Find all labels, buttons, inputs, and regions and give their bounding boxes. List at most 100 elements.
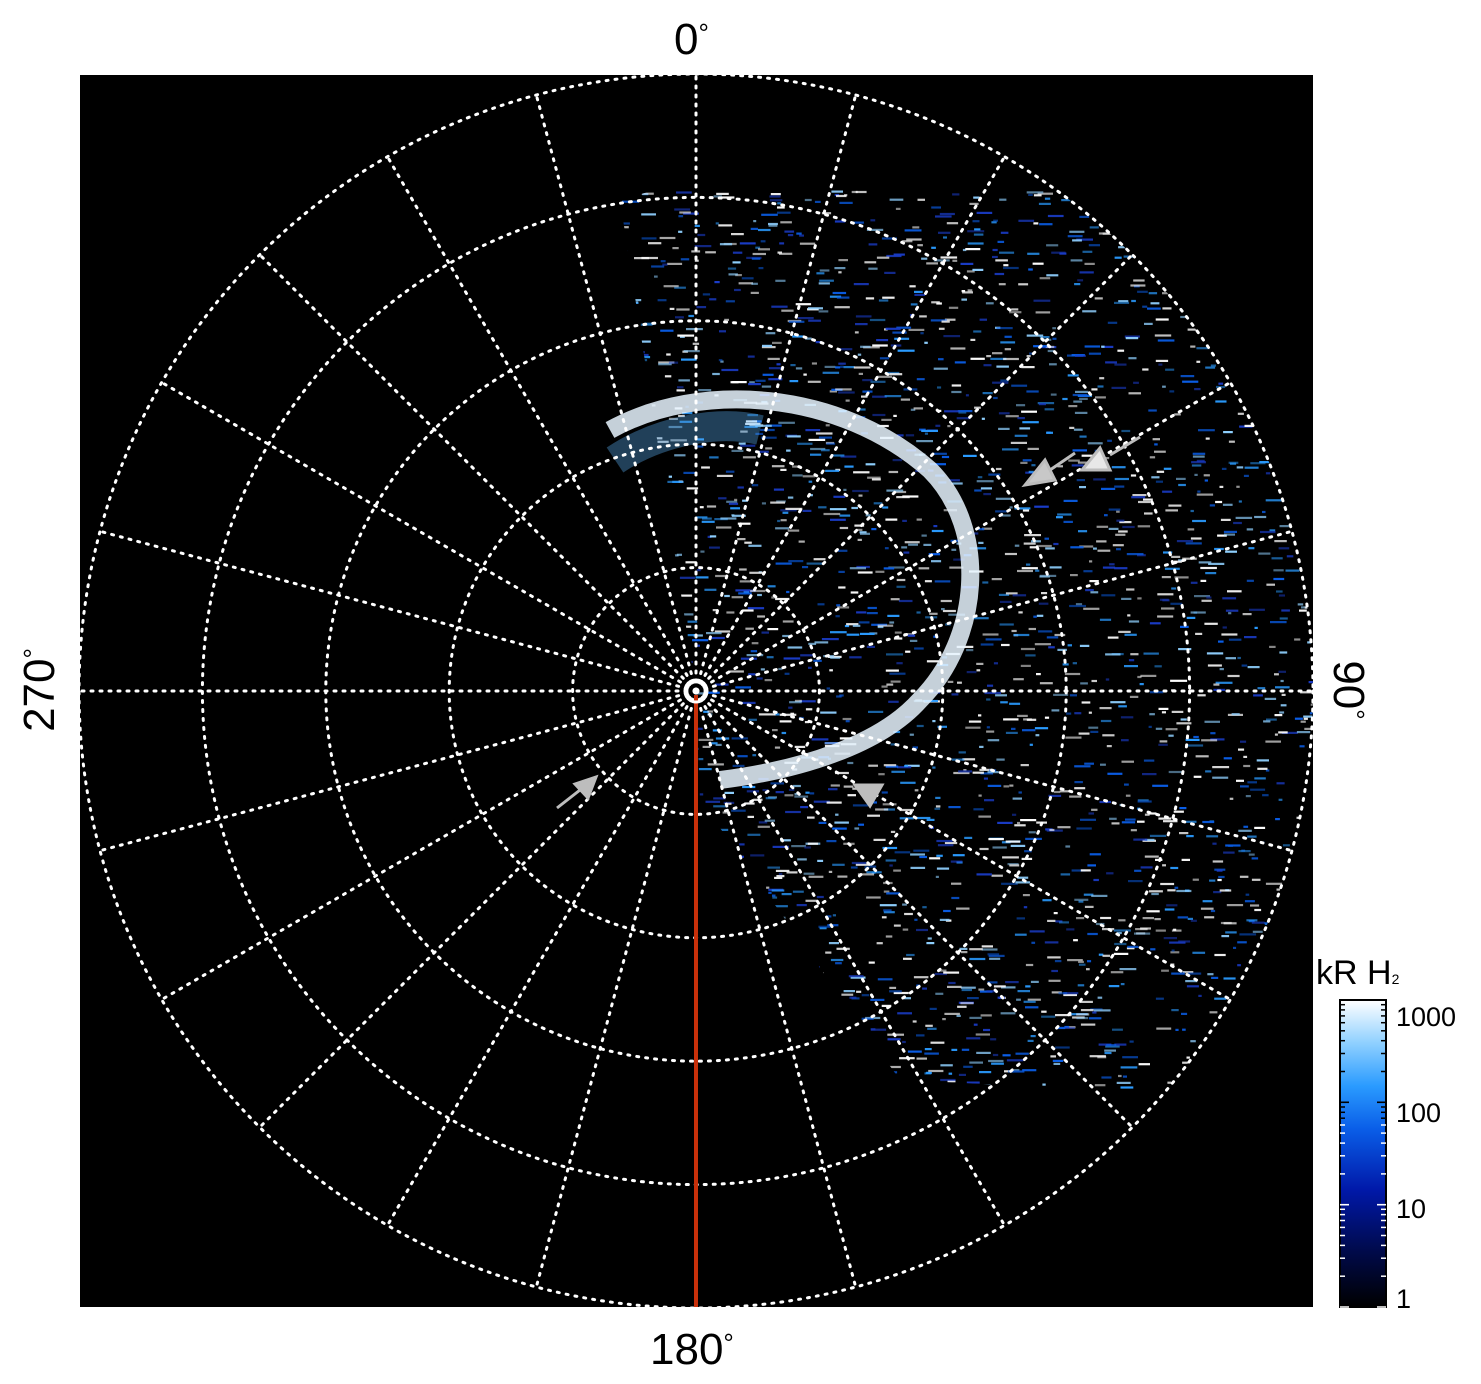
emission-speck	[1285, 569, 1300, 572]
emission-speck	[976, 669, 981, 672]
emission-speck	[1154, 334, 1172, 337]
emission-speck	[980, 487, 992, 490]
emission-speck	[1209, 1011, 1218, 1014]
emission-speck	[855, 863, 873, 866]
emission-speck	[943, 909, 951, 913]
emission-speck	[869, 865, 877, 868]
emission-speck	[980, 643, 994, 646]
emission-speck	[1275, 818, 1280, 821]
emission-speck	[750, 854, 765, 857]
emission-speck	[765, 797, 776, 800]
emission-speck	[876, 339, 889, 342]
emission-speck	[1202, 900, 1213, 903]
emission-speck	[993, 985, 1006, 988]
emission-speck	[1237, 656, 1241, 660]
emission-speck	[1216, 869, 1223, 872]
emission-speck	[764, 819, 775, 822]
emission-speck	[978, 794, 982, 797]
emission-speck	[902, 1040, 906, 1044]
emission-speck	[944, 410, 959, 413]
emission-speck	[761, 631, 769, 634]
emission-speck	[1187, 528, 1195, 531]
emission-speck	[1087, 442, 1103, 445]
emission-speck	[1254, 626, 1258, 629]
emission-speck	[867, 606, 877, 610]
emission-speck	[1129, 695, 1139, 698]
emission-speck	[1155, 480, 1163, 483]
emission-speck	[969, 957, 986, 961]
emission-speck	[744, 802, 755, 805]
emission-speck	[1111, 386, 1127, 389]
emission-speck	[891, 770, 905, 773]
emission-speck	[1269, 645, 1276, 648]
emission-speck	[1269, 529, 1276, 532]
emission-speck	[1128, 357, 1137, 360]
emission-speck	[1304, 727, 1313, 730]
emission-speck	[965, 726, 981, 729]
emission-speck	[904, 912, 913, 916]
emission-speck	[742, 499, 748, 502]
emission-speck	[826, 915, 832, 918]
emission-speck	[852, 624, 861, 627]
emission-speck	[992, 381, 1009, 384]
emission-speck	[910, 303, 918, 306]
emission-speck	[1069, 426, 1075, 429]
emission-speck	[896, 662, 903, 665]
emission-speck	[696, 692, 705, 695]
emission-speck	[908, 543, 918, 546]
emission-speck	[844, 465, 854, 468]
emission-speck	[1278, 670, 1286, 673]
emission-speck	[1274, 540, 1287, 543]
emission-speck	[1155, 929, 1166, 932]
grid-spoke	[534, 93, 698, 693]
emission-speck	[1041, 1010, 1047, 1013]
emission-speck	[747, 414, 758, 417]
emission-speck	[739, 568, 747, 571]
grid-spoke	[534, 689, 698, 1289]
emission-speck	[1108, 527, 1119, 530]
emission-speck	[854, 524, 865, 527]
emission-speck	[1176, 477, 1186, 480]
emission-speck	[987, 784, 1002, 787]
emission-speck	[904, 764, 920, 767]
emission-speck	[772, 894, 776, 897]
emission-speck	[679, 576, 696, 579]
emission-speck	[1098, 953, 1104, 956]
emission-speck	[1030, 980, 1039, 983]
emission-speck	[1083, 893, 1094, 896]
emission-speck	[932, 766, 936, 769]
emission-speck	[1089, 1055, 1106, 1058]
emission-speck	[1114, 485, 1125, 488]
emission-speck	[1112, 1028, 1123, 1031]
emission-speck	[855, 315, 872, 318]
grid-spoke	[386, 689, 698, 1227]
emission-speck	[758, 248, 770, 251]
emission-speck	[1236, 466, 1244, 469]
emission-speck	[712, 372, 720, 376]
emission-speck	[1124, 633, 1137, 636]
emission-speck	[775, 791, 784, 794]
emission-speck	[1185, 542, 1202, 545]
emission-speck	[926, 262, 938, 265]
emission-speck	[1069, 604, 1086, 608]
emission-speck	[956, 907, 970, 910]
emission-speck	[1183, 820, 1197, 823]
emission-speck	[786, 590, 790, 594]
grid-spoke	[694, 93, 858, 693]
emission-speck	[1041, 592, 1048, 595]
emission-speck	[1176, 889, 1192, 893]
emission-speck	[1026, 334, 1044, 337]
emission-speck	[986, 726, 990, 729]
emission-speck	[1051, 969, 1058, 973]
main-oval-arc	[605, 390, 980, 789]
emission-speck	[953, 558, 965, 561]
emission-speck	[668, 361, 679, 364]
emission-speck	[940, 599, 952, 603]
emission-speck	[1055, 1026, 1066, 1030]
emission-speck	[857, 873, 875, 876]
emission-speck	[713, 195, 722, 198]
emission-speck	[853, 471, 870, 474]
emission-speck	[1205, 572, 1217, 575]
emission-speck	[1014, 434, 1028, 437]
emission-speck	[802, 475, 816, 478]
